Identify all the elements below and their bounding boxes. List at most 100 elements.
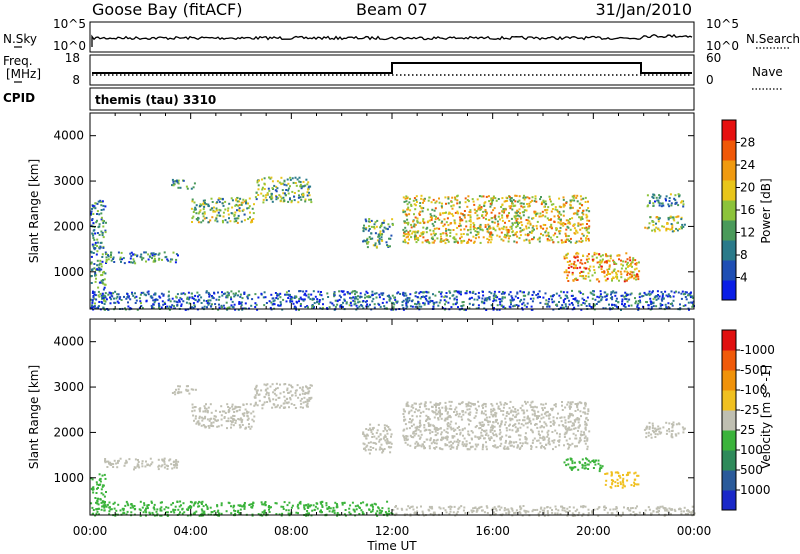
velocity-cell bbox=[446, 436, 449, 439]
power-cell bbox=[414, 238, 416, 241]
power-cell bbox=[445, 227, 447, 230]
power-cell bbox=[684, 304, 687, 307]
power-cell bbox=[262, 296, 265, 299]
power-cell bbox=[514, 295, 517, 298]
power-cell bbox=[92, 206, 95, 209]
velocity-cell bbox=[408, 427, 411, 430]
power-cell bbox=[624, 278, 627, 281]
power-cell bbox=[95, 277, 97, 280]
power-cell bbox=[378, 242, 381, 245]
velocity-cell bbox=[153, 514, 156, 517]
velocity-cell bbox=[474, 426, 477, 429]
power-cell bbox=[421, 233, 424, 236]
power-cell bbox=[217, 308, 220, 311]
power-cell bbox=[413, 197, 416, 200]
power-cell bbox=[205, 300, 208, 302]
velocity-cell bbox=[481, 424, 484, 427]
velocity-cell bbox=[476, 409, 478, 412]
velocity-cell bbox=[243, 502, 246, 504]
power-cell bbox=[287, 192, 290, 195]
power-cell bbox=[370, 225, 373, 228]
power-cell bbox=[574, 298, 577, 301]
velocity-cell bbox=[403, 418, 406, 421]
power-cell bbox=[554, 208, 557, 211]
power-cell bbox=[622, 304, 625, 307]
velocity-cell bbox=[425, 414, 428, 417]
power-cell bbox=[192, 215, 195, 218]
velocity-cell bbox=[286, 387, 289, 390]
power-cell bbox=[672, 299, 675, 302]
power-cell bbox=[412, 199, 415, 202]
power-cell bbox=[169, 300, 172, 303]
velocity-cell bbox=[468, 419, 471, 422]
power-cell bbox=[569, 218, 571, 220]
power-cell bbox=[631, 265, 633, 268]
power-cell bbox=[477, 231, 480, 234]
power-cell bbox=[200, 221, 203, 224]
power-cell bbox=[414, 305, 417, 308]
power-cell bbox=[445, 234, 448, 237]
velocity-cell bbox=[446, 438, 449, 441]
power-cell bbox=[273, 184, 276, 187]
power-cell bbox=[570, 265, 573, 268]
velocity-cell bbox=[231, 408, 234, 411]
velocity-cell bbox=[145, 460, 147, 463]
velocity-cell bbox=[419, 415, 422, 418]
power-cell bbox=[239, 302, 242, 305]
velocity-cell bbox=[171, 392, 174, 394]
velocity-cell bbox=[499, 424, 502, 427]
power-cell bbox=[445, 292, 448, 294]
velocity-cell bbox=[591, 460, 594, 462]
velocity-cell bbox=[256, 389, 259, 392]
power-cell bbox=[365, 300, 368, 303]
velocity-cell bbox=[371, 433, 374, 435]
power-cell bbox=[643, 291, 646, 294]
velocity-cell bbox=[482, 443, 485, 446]
velocity-cell bbox=[403, 415, 406, 418]
velocity-cell bbox=[285, 509, 288, 512]
velocity-cell bbox=[287, 401, 290, 404]
velocity-cell bbox=[372, 447, 375, 449]
power-cell bbox=[626, 270, 629, 273]
velocity-cell bbox=[410, 436, 413, 438]
velocity-cell bbox=[262, 503, 265, 506]
velocity-cell bbox=[212, 421, 215, 424]
power-cell bbox=[405, 213, 408, 216]
power-cell bbox=[546, 305, 549, 308]
power-cell bbox=[531, 300, 534, 303]
power-cell bbox=[560, 239, 563, 242]
power-cell bbox=[570, 294, 573, 297]
velocity-cell bbox=[409, 418, 411, 420]
power-cell bbox=[447, 301, 450, 304]
power-cell bbox=[633, 274, 636, 277]
power-cell bbox=[209, 208, 212, 211]
velocity-cell bbox=[254, 403, 257, 406]
velocity-cell bbox=[490, 436, 493, 439]
velocity-cell bbox=[542, 416, 545, 419]
power-cell bbox=[94, 302, 96, 305]
power-cell bbox=[637, 261, 640, 264]
velocity-cell bbox=[592, 459, 595, 462]
velocity-cell bbox=[466, 404, 469, 407]
power-cell bbox=[110, 259, 113, 262]
power-cell bbox=[373, 223, 376, 226]
power-cell bbox=[239, 295, 242, 298]
velocity-cell bbox=[542, 439, 545, 441]
power-cell bbox=[585, 305, 588, 307]
colorbar-swatch bbox=[722, 180, 736, 201]
velocity-cell bbox=[433, 447, 436, 449]
velocity-cell bbox=[495, 433, 497, 436]
velocity-cell bbox=[249, 403, 252, 406]
power-cell bbox=[218, 306, 221, 309]
power-cell bbox=[336, 300, 339, 303]
velocity-cell bbox=[232, 419, 235, 422]
power-cell bbox=[404, 226, 407, 229]
velocity-cell bbox=[379, 509, 381, 512]
velocity-cell bbox=[547, 429, 550, 432]
power-cell bbox=[652, 197, 655, 199]
velocity-cell bbox=[499, 445, 502, 447]
velocity-cell bbox=[500, 409, 503, 412]
cpid-left-label: CPID bbox=[3, 91, 35, 105]
velocity-cell bbox=[574, 410, 577, 412]
power-cell bbox=[521, 303, 524, 306]
